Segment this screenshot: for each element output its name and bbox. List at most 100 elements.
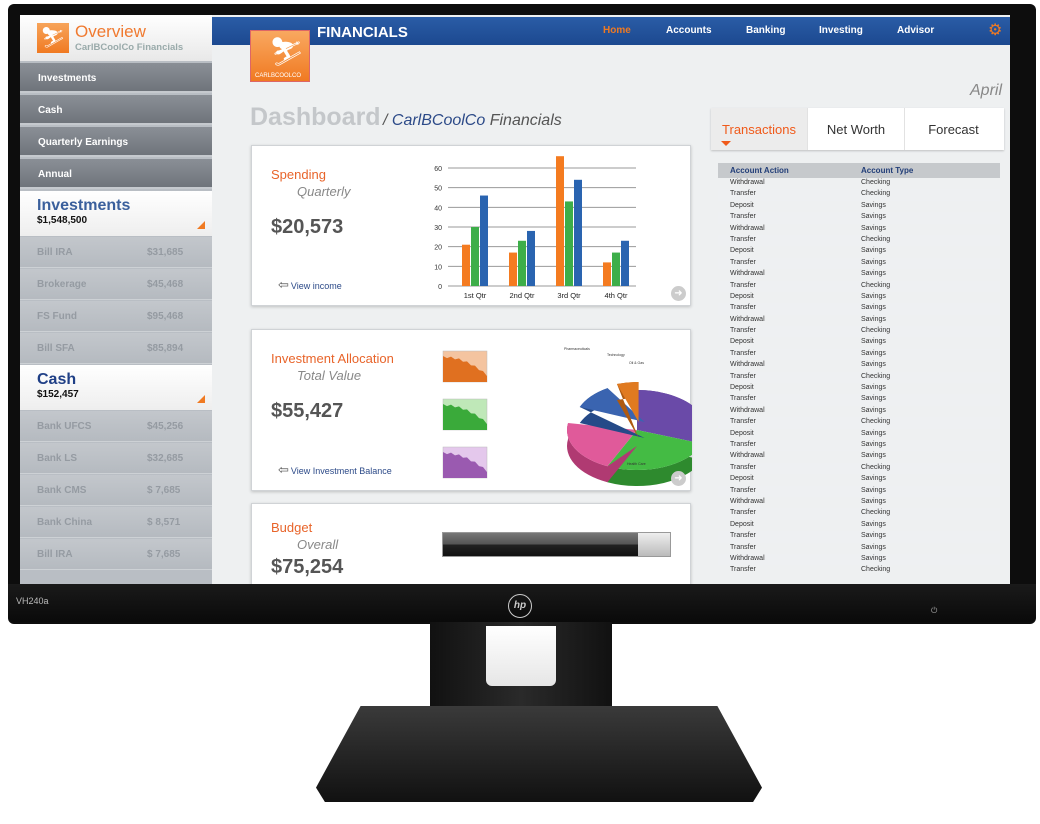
table-row[interactable]: Withdrawal Savings <box>718 315 1000 326</box>
table-row[interactable]: Deposit Savings <box>718 474 1000 485</box>
sidebar-account-row[interactable]: Bank CMS $ 7,685 <box>20 475 212 506</box>
nav-banking[interactable]: Banking <box>746 25 786 36</box>
sidebar-account-row[interactable]: Bank China $ 8,571 <box>20 507 212 538</box>
account-type: Checking <box>861 235 891 243</box>
table-row[interactable]: Withdrawal Savings <box>718 451 1000 462</box>
sidebar-account-row[interactable]: Bank UFCS $45,256 <box>20 411 212 442</box>
table-row[interactable]: Transfer Checking <box>718 189 1000 201</box>
investments-section-header[interactable]: Investments $1,548,500 <box>20 191 212 236</box>
power-icon[interactable]: ⏻ <box>931 606 938 615</box>
account-name: Bank CMS <box>37 485 87 496</box>
account-name: FS Fund <box>37 311 77 322</box>
account-action: Deposit <box>730 475 754 483</box>
back-arrow-icon: ⇦ <box>278 462 289 477</box>
view-income-link[interactable]: ⇦ View income <box>278 277 342 292</box>
y-tick-label: 10 <box>434 264 442 271</box>
sidebar-account-row[interactable]: Bill IRA $ 7,685 <box>20 539 212 570</box>
table-row[interactable]: Deposit Savings <box>718 429 1000 440</box>
card-value: $75,254 <box>271 556 344 578</box>
y-tick-label: 20 <box>434 245 442 252</box>
table-row[interactable]: Transfer Checking <box>718 326 1000 338</box>
table-row[interactable]: Withdrawal Savings <box>718 497 1000 508</box>
sidebar-account-row[interactable]: Brokerage $45,468 <box>20 269 212 300</box>
account-action: Withdrawal <box>730 406 765 414</box>
sidebar-account-row[interactable]: FS Fund $95,468 <box>20 301 212 332</box>
sidebar-item-quarterly-earnings[interactable]: Quarterly Earnings <box>20 127 212 157</box>
account-type: Savings <box>861 452 886 460</box>
view-investment-balance-link[interactable]: ⇦ View Investment Balance <box>278 462 392 477</box>
sidebar-account-row[interactable]: Bank LS $32,685 <box>20 443 212 474</box>
mini-chart-area <box>443 356 487 382</box>
table-row[interactable]: Transfer Savings <box>718 348 1000 361</box>
nav-home[interactable]: Home <box>603 25 631 36</box>
table-row[interactable]: Transfer Savings <box>718 543 1000 554</box>
sidebar-account-row[interactable]: Bill SFA $85,894 <box>20 333 212 364</box>
pie-label: Oil & Gas <box>629 361 644 365</box>
back-arrow-icon: ⇦ <box>278 277 289 292</box>
table-row[interactable]: Transfer Checking <box>718 462 1000 475</box>
table-row[interactable]: Transfer Savings <box>718 212 1000 224</box>
account-type: Savings <box>861 315 886 323</box>
cash-section-header[interactable]: Cash $152,457 <box>20 365 212 410</box>
account-action: Deposit <box>730 292 754 300</box>
gear-icon[interactable]: ⚙ <box>988 22 1003 39</box>
next-arrow-icon[interactable]: ➜ <box>671 286 686 301</box>
table-row[interactable]: Transfer Savings <box>718 439 1000 452</box>
table-row[interactable]: Transfer Checking <box>718 371 1000 384</box>
account-type: Savings <box>861 554 886 562</box>
nav-accounts[interactable]: Accounts <box>666 25 712 36</box>
table-row[interactable]: Deposit Savings <box>718 383 1000 394</box>
account-type: Savings <box>861 486 886 494</box>
account-amount: $45,256 <box>147 421 184 432</box>
table-row[interactable]: Transfer Checking <box>718 417 1000 429</box>
table-row[interactable]: Transfer Checking <box>718 565 1000 576</box>
table-row[interactable]: Transfer Checking <box>718 280 1000 292</box>
table-row[interactable]: Withdrawal Savings <box>718 224 1000 235</box>
table-row[interactable]: Transfer Savings <box>718 531 1000 543</box>
nav-investing[interactable]: Investing <box>819 25 863 36</box>
breadcrumb: / CarlBCoolCo Financials <box>383 112 562 129</box>
table-row[interactable]: Deposit Savings <box>718 337 1000 348</box>
sidebar-item-investments[interactable]: Investments <box>20 63 212 93</box>
table-row[interactable]: Transfer Savings <box>718 485 1000 497</box>
sidebar-item-annual[interactable]: Annual <box>20 159 212 189</box>
account-action: Withdrawal <box>730 315 765 323</box>
table-row[interactable]: Deposit Savings <box>718 246 1000 257</box>
sidebar-account-row[interactable]: Bill IRA $31,685 <box>20 237 212 268</box>
bar <box>462 244 470 286</box>
bar <box>621 240 629 286</box>
y-tick-label: 30 <box>434 225 442 232</box>
sidebar-item-cash[interactable]: Cash <box>20 95 212 125</box>
nav-advisor[interactable]: Advisor <box>897 25 935 36</box>
table-row[interactable]: Withdrawal Savings <box>718 360 1000 371</box>
tab-net-worth[interactable]: Net Worth <box>808 108 905 150</box>
table-row[interactable]: Deposit Savings <box>718 292 1000 303</box>
table-row[interactable]: Transfer Savings <box>718 303 1000 315</box>
table-row[interactable]: Transfer Checking <box>718 234 1000 247</box>
table-row[interactable]: Withdrawal Savings <box>718 406 1000 417</box>
table-row[interactable]: Withdrawal Savings <box>718 269 1000 280</box>
table-row[interactable]: Deposit Savings <box>718 201 1000 212</box>
table-row[interactable]: Transfer Checking <box>718 508 1000 520</box>
account-type: Savings <box>861 270 886 278</box>
tab-forecast[interactable]: Forecast <box>928 122 979 137</box>
tab-transactions[interactable]: Transactions <box>711 108 808 150</box>
account-action: Transfer <box>730 213 756 221</box>
account-action: Withdrawal <box>730 270 765 278</box>
account-amount: $32,685 <box>147 453 184 464</box>
cash-title: Cash <box>37 371 77 388</box>
next-arrow-icon[interactable]: ➜ <box>671 471 686 486</box>
table-row[interactable]: Withdrawal Savings <box>718 553 1000 566</box>
table-row[interactable]: Withdrawal Checking <box>718 178 1000 189</box>
table-row[interactable]: Deposit Savings <box>718 520 1000 531</box>
table-row[interactable]: Transfer Savings <box>718 394 1000 406</box>
account-type: Savings <box>861 475 886 483</box>
x-tick-label: 4th Qtr <box>605 291 628 300</box>
account-type: Savings <box>861 338 886 346</box>
account-action: Deposit <box>730 201 754 209</box>
brand-title: FINANCIALS <box>317 24 408 41</box>
card-subtitle: Total Value <box>297 368 362 383</box>
sidebar-overview[interactable]: ⛷ Overview CarlBCoolCo Financials <box>20 15 212 61</box>
table-row[interactable]: Transfer Savings <box>718 257 1000 270</box>
account-action: Withdrawal <box>730 497 765 505</box>
